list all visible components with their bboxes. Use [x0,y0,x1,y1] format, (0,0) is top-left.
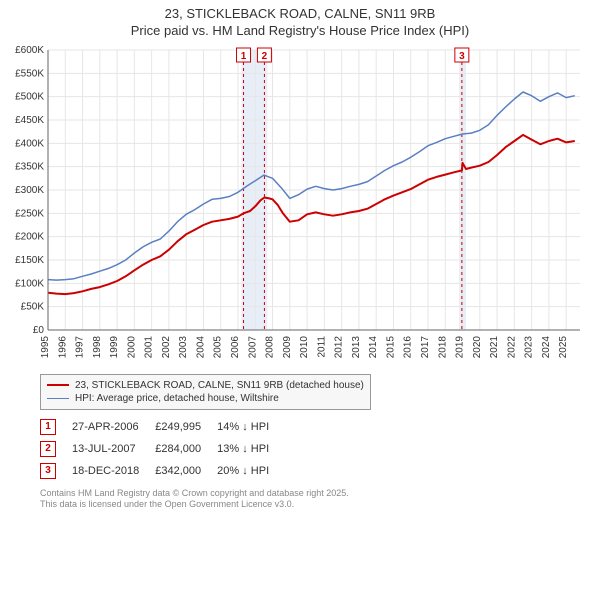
sale-marker: 1 [40,419,56,435]
svg-text:2023: 2023 [524,335,535,358]
sales-table: 1 27-APR-2006£249,99514% ↓ HPI 2 13-JUL-200… [40,416,285,482]
svg-text:2021: 2021 [489,335,500,358]
svg-text:1996: 1996 [57,335,68,358]
sales-row: 2 13-JUL-2007£284,00013% ↓ HPI [40,438,285,460]
svg-text:£400K: £400K [15,138,44,149]
svg-text:2001: 2001 [144,335,155,358]
sale-diff: 13% ↓ HPI [217,438,285,460]
svg-text:2004: 2004 [195,335,206,358]
svg-text:2013: 2013 [351,335,362,358]
sale-diff: 14% ↓ HPI [217,416,285,438]
svg-text:£600K: £600K [15,45,44,56]
svg-text:2010: 2010 [299,335,310,358]
svg-text:2: 2 [262,51,268,62]
svg-text:2002: 2002 [161,335,172,358]
sale-price: £249,995 [155,416,217,438]
svg-text:2016: 2016 [403,335,414,358]
legend-row-hpi: HPI: Average price, detached house, Wilt… [47,392,364,405]
svg-text:2012: 2012 [334,335,345,358]
svg-text:£450K: £450K [15,115,44,126]
svg-text:£550K: £550K [15,68,44,79]
svg-text:1999: 1999 [109,335,120,358]
sale-marker: 3 [40,463,56,479]
svg-text:2014: 2014 [368,335,379,358]
svg-text:2003: 2003 [178,335,189,358]
svg-text:2000: 2000 [126,335,137,358]
legend: 23, STICKLEBACK ROAD, CALNE, SN11 9RB (d… [40,374,371,410]
sale-price: £284,000 [155,438,217,460]
legend-swatch-hpi [47,398,69,399]
svg-text:£100K: £100K [15,278,44,289]
svg-text:£250K: £250K [15,208,44,219]
svg-text:1997: 1997 [75,335,86,358]
sale-marker: 2 [40,441,56,457]
svg-text:£500K: £500K [15,91,44,102]
svg-text:£300K: £300K [15,185,44,196]
footer-line1: Contains HM Land Registry data © Crown c… [40,488,600,499]
svg-text:2018: 2018 [437,335,448,358]
svg-text:1998: 1998 [92,335,103,358]
svg-text:1995: 1995 [40,335,51,358]
svg-text:2008: 2008 [265,335,276,358]
svg-text:2022: 2022 [506,335,517,358]
svg-text:2017: 2017 [420,335,431,358]
sale-date: 27-APR-2006 [72,416,155,438]
title-line1: 23, STICKLEBACK ROAD, CALNE, SN11 9RB [0,6,600,23]
sale-price: £342,000 [155,460,217,482]
svg-text:£50K: £50K [21,301,45,312]
svg-text:2024: 2024 [541,335,552,358]
svg-text:£350K: £350K [15,161,44,172]
footer: Contains HM Land Registry data © Crown c… [40,488,600,510]
sale-date: 18-DEC-2018 [72,460,155,482]
legend-label-hpi: HPI: Average price, detached house, Wilt… [75,392,279,405]
title-line2: Price paid vs. HM Land Registry's House … [0,23,600,40]
svg-text:2006: 2006 [230,335,241,358]
svg-text:2011: 2011 [316,335,327,357]
svg-text:£200K: £200K [15,231,44,242]
svg-text:2009: 2009 [282,335,293,358]
svg-text:2007: 2007 [247,335,258,358]
legend-swatch-price [47,384,69,386]
svg-text:2019: 2019 [455,335,466,358]
sale-date: 13-JUL-2007 [72,438,155,460]
title-block: 23, STICKLEBACK ROAD, CALNE, SN11 9RB Pr… [0,0,600,40]
svg-text:3: 3 [459,51,465,62]
svg-text:£150K: £150K [15,255,44,266]
sales-row: 1 27-APR-2006£249,99514% ↓ HPI [40,416,285,438]
svg-text:2020: 2020 [472,335,483,358]
svg-text:2015: 2015 [385,335,396,358]
legend-label-price: 23, STICKLEBACK ROAD, CALNE, SN11 9RB (d… [75,379,364,392]
legend-row-price: 23, STICKLEBACK ROAD, CALNE, SN11 9RB (d… [47,379,364,392]
svg-text:2005: 2005 [213,335,224,358]
sale-diff: 20% ↓ HPI [217,460,285,482]
svg-text:1: 1 [241,51,247,62]
svg-text:£0: £0 [33,325,45,336]
chart-container: 23, STICKLEBACK ROAD, CALNE, SN11 9RB Pr… [0,0,600,590]
sales-row: 3 18-DEC-2018£342,00020% ↓ HPI [40,460,285,482]
svg-text:2025: 2025 [558,335,569,358]
price-chart: 1 2 3 £0 £50K £100K £150K £200K £250K £300K £350K £… [0,40,600,370]
footer-line2: This data is licensed under the Open Gov… [40,499,600,510]
